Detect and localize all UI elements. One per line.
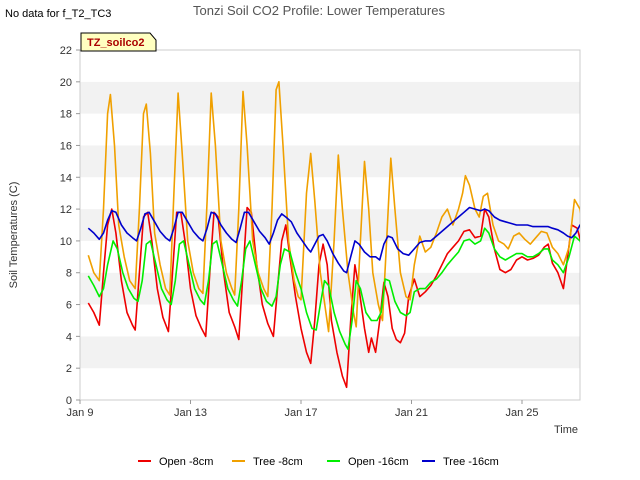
station-badge-label: TZ_soilco2 [87,37,144,49]
series-lines [87,81,580,389]
x-tick-label: Jan 17 [284,407,317,419]
y-axis-ticks: 0 2 4 6 8 10 12 14 16 18 20 22 [60,45,80,407]
x-tick-label: Jan 13 [174,407,207,419]
station-badge: TZ_soilco2 [80,32,157,52]
grid-band [80,113,580,146]
grid-band [80,81,580,114]
y-tick-label: 6 [66,300,72,312]
x-tick-label: Jan 9 [67,407,94,419]
x-axis-ticks: Jan 9 Jan 13 Jan 17 Jan 21 Jan 25 [67,400,539,419]
legend-label-tree-8cm: Tree -8cm [253,456,303,468]
y-tick-label: 14 [60,172,72,184]
legend-label-open-16cm: Open -16cm [348,456,409,468]
legend-label-open-8cm: Open -8cm [159,456,213,468]
chart-title: Tonzi Soil CO2 Profile: Lower Temperatur… [193,3,445,18]
y-tick-label: 12 [60,204,72,216]
y-tick-label: 2 [66,363,72,375]
y-tick-label: 4 [66,331,72,343]
x-tick-label: Jan 25 [505,407,538,419]
x-tick-label: Jan 21 [395,407,428,419]
grid-band [80,336,580,369]
series-line-tree-16cm [87,206,580,274]
y-axis-label: Soil Temperatures (C) [8,182,20,289]
plot-background-bands [80,50,580,400]
y-tick-label: 0 [66,395,72,407]
grid-band [80,368,580,400]
legend-label-tree-16cm: Tree -16cm [443,456,499,468]
y-tick-label: 16 [60,140,72,152]
series-line-open-8cm [87,206,580,389]
grid-band [80,50,580,82]
y-tick-label: 10 [60,236,72,248]
grid-band [80,145,580,178]
y-tick-label: 18 [60,109,72,121]
y-tick-label: 20 [60,77,72,89]
grid-band [80,177,580,210]
y-tick-label: 8 [66,268,72,280]
x-axis-label: Time [554,424,578,436]
series-line-tree-8cm [87,81,580,333]
series-line-open-16cm [87,227,580,350]
legend: Open -8cm Tree -8cm Open -16cm Tree -16cm [138,456,499,468]
no-data-note: No data for f_T2_TC3 [5,8,111,20]
y-tick-label: 22 [60,45,72,57]
